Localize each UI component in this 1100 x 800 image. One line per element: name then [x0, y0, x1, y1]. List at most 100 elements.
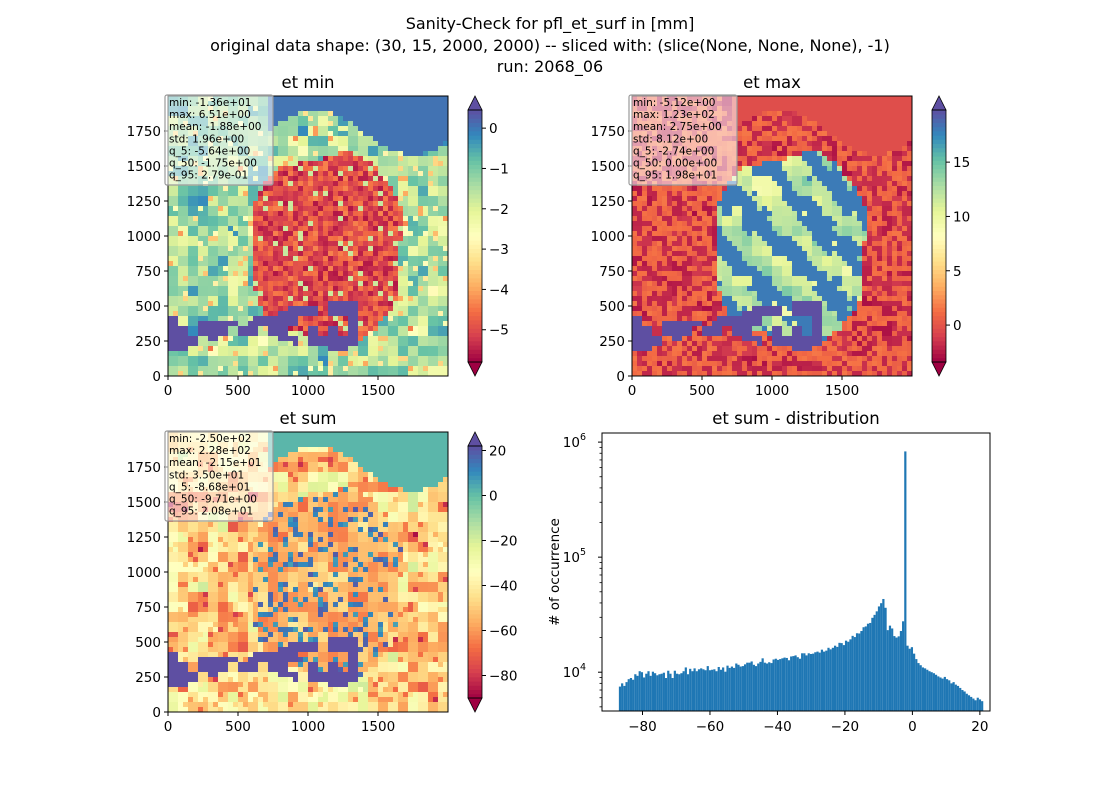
heatmap-cell — [777, 311, 783, 317]
heatmap-cell — [722, 211, 728, 217]
heatmap-cell — [632, 206, 638, 212]
heatmap-cell — [323, 271, 329, 277]
heatmap-cell — [647, 356, 653, 362]
heatmap-cell — [438, 116, 444, 122]
heatmap-cell — [228, 201, 234, 207]
heatmap-cell — [687, 231, 693, 237]
heatmap-cell — [702, 261, 708, 267]
heatmap-cell — [193, 256, 199, 262]
heatmap-cell — [737, 231, 743, 237]
heatmap-cell — [173, 311, 179, 317]
heatmap-cell — [742, 356, 748, 362]
heatmap-cell — [388, 341, 394, 347]
heatmap-cell — [318, 116, 324, 122]
heatmap-cell — [737, 226, 743, 232]
heatmap-cell — [438, 181, 444, 187]
heatmap-cell — [757, 331, 763, 337]
colorbar-segment — [468, 126, 482, 132]
heatmap-cell — [218, 341, 224, 347]
heatmap-cell — [363, 196, 369, 202]
heatmap-cell — [752, 191, 758, 197]
heatmap-cell — [747, 161, 753, 167]
heatmap-cell — [348, 341, 354, 347]
heatmap-cell — [757, 196, 763, 202]
heatmap-cell — [408, 101, 414, 107]
heatmap-cell — [782, 126, 788, 132]
heatmap-cell — [368, 316, 374, 322]
heatmap-cell — [378, 146, 384, 152]
heatmap-cell — [198, 371, 204, 377]
heatmap-cell — [667, 286, 673, 292]
heatmap-cell — [348, 146, 354, 152]
heatmap-cell — [438, 331, 444, 337]
heatmap-cell — [657, 281, 663, 287]
heatmap-cell — [443, 316, 449, 322]
heatmap-cell — [233, 226, 239, 232]
heatmap-cell — [722, 356, 728, 362]
heatmap-cell — [248, 296, 254, 302]
heatmap-cell — [353, 331, 359, 337]
heatmap-cell — [637, 281, 643, 287]
heatmap-cell — [348, 136, 354, 142]
heatmap-cell — [338, 171, 344, 177]
heatmap-cell — [393, 166, 399, 172]
figure-title-line-1: Sanity-Check for pfl_et_surf in [mm] — [406, 14, 695, 34]
heatmap-cell — [767, 286, 773, 292]
heatmap-cell — [782, 106, 788, 112]
heatmap-cell — [203, 341, 209, 347]
heatmap-cell — [373, 121, 379, 127]
heatmap-cell — [772, 176, 778, 182]
heatmap-cell — [208, 246, 214, 252]
heatmap-cell — [677, 356, 683, 362]
heatmap-cell — [298, 101, 304, 107]
heatmap-cell — [308, 216, 314, 222]
heatmap-cell — [298, 326, 304, 332]
heatmap-cell — [677, 341, 683, 347]
heatmap-cell — [383, 326, 389, 332]
heatmap-cell — [652, 351, 658, 357]
heatmap-cell — [303, 331, 309, 337]
heatmap-cell — [398, 226, 404, 232]
heatmap-cell — [298, 131, 304, 137]
heatmap-cell — [313, 226, 319, 232]
heatmap-cell — [428, 336, 434, 342]
heatmap-cell — [328, 146, 334, 152]
heatmap-cell — [438, 226, 444, 232]
heatmap-cell — [273, 341, 279, 347]
heatmap-cell — [298, 176, 304, 182]
heatmap-cell — [687, 366, 693, 372]
heatmap-cell — [388, 366, 394, 372]
heatmap-cell — [278, 121, 284, 127]
heatmap-cell — [712, 246, 718, 252]
heatmap-cell — [378, 136, 384, 142]
heatmap-cell — [742, 336, 748, 342]
heatmap-cell — [288, 306, 294, 312]
heatmap-cell — [642, 306, 648, 312]
heatmap-cell — [303, 321, 309, 327]
heatmap-cell — [173, 211, 179, 217]
heatmap-cell — [298, 161, 304, 167]
heatmap-cell — [423, 121, 429, 127]
heatmap-cell — [263, 316, 269, 322]
heatmap-cell — [383, 361, 389, 367]
heatmap-cell — [378, 276, 384, 282]
heatmap-cell — [378, 371, 384, 377]
heatmap-cell — [712, 311, 718, 317]
heatmap-cell — [343, 256, 349, 262]
heatmap-cell — [652, 306, 658, 312]
heatmap-cell — [742, 306, 748, 312]
heatmap-cell — [243, 291, 249, 297]
heatmap-cell — [393, 201, 399, 207]
heatmap-cell — [358, 311, 364, 317]
heatmap-cell — [642, 266, 648, 272]
heatmap-cell — [647, 196, 653, 202]
heatmap-cell — [428, 286, 434, 292]
heatmap-cell — [233, 311, 239, 317]
heatmap-cell — [193, 361, 199, 367]
heatmap-cell — [248, 321, 254, 327]
heatmap-cell — [423, 211, 429, 217]
heatmap-cell — [223, 221, 229, 227]
heatmap-cell — [702, 321, 708, 327]
heatmap-cell — [403, 251, 409, 257]
heatmap-cell — [218, 316, 224, 322]
